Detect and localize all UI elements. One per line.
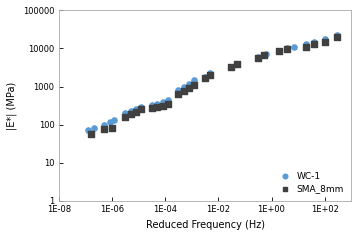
WC-1	[208, 72, 213, 75]
WC-1	[311, 40, 317, 44]
Legend: WC-1, SMA_8mm: WC-1, SMA_8mm	[273, 169, 347, 196]
WC-1	[187, 82, 192, 85]
SMA_8mm	[160, 104, 166, 108]
WC-1	[85, 128, 91, 132]
WC-1	[334, 34, 340, 37]
WC-1	[155, 102, 160, 106]
WC-1	[255, 55, 261, 59]
SMA_8mm	[202, 76, 208, 80]
SMA_8mm	[122, 115, 128, 119]
WC-1	[285, 47, 290, 50]
WC-1	[228, 65, 234, 69]
Y-axis label: |E*| (MPa): |E*| (MPa)	[7, 82, 18, 130]
SMA_8mm	[181, 89, 187, 93]
SMA_8mm	[334, 35, 340, 39]
WC-1	[138, 105, 144, 109]
WC-1	[134, 107, 139, 111]
SMA_8mm	[208, 73, 213, 77]
SMA_8mm	[149, 106, 154, 110]
SMA_8mm	[110, 126, 115, 130]
SMA_8mm	[155, 105, 160, 109]
WC-1	[303, 42, 309, 46]
SMA_8mm	[228, 65, 234, 69]
SMA_8mm	[234, 62, 240, 65]
SMA_8mm	[261, 53, 266, 57]
SMA_8mm	[303, 45, 309, 49]
SMA_8mm	[322, 40, 328, 44]
WC-1	[202, 75, 208, 79]
SMA_8mm	[311, 42, 317, 46]
WC-1	[107, 120, 113, 123]
X-axis label: Reduced Frequency (Hz): Reduced Frequency (Hz)	[146, 220, 265, 230]
WC-1	[234, 63, 240, 66]
SMA_8mm	[128, 112, 134, 116]
SMA_8mm	[277, 49, 282, 53]
SMA_8mm	[187, 86, 192, 90]
SMA_8mm	[165, 102, 170, 106]
WC-1	[181, 86, 187, 89]
WC-1	[112, 118, 117, 122]
SMA_8mm	[175, 92, 181, 96]
WC-1	[291, 45, 297, 49]
WC-1	[149, 103, 154, 107]
SMA_8mm	[102, 128, 107, 131]
WC-1	[263, 52, 268, 56]
WC-1	[128, 109, 134, 113]
SMA_8mm	[255, 56, 261, 60]
WC-1	[322, 37, 328, 41]
WC-1	[122, 111, 128, 115]
WC-1	[165, 99, 170, 102]
SMA_8mm	[134, 110, 139, 114]
WC-1	[102, 123, 107, 127]
WC-1	[160, 100, 166, 104]
WC-1	[175, 88, 181, 92]
SMA_8mm	[191, 83, 197, 87]
WC-1	[277, 49, 282, 53]
WC-1	[191, 78, 197, 82]
SMA_8mm	[88, 132, 93, 136]
SMA_8mm	[285, 47, 290, 51]
WC-1	[91, 126, 97, 130]
SMA_8mm	[138, 108, 144, 111]
